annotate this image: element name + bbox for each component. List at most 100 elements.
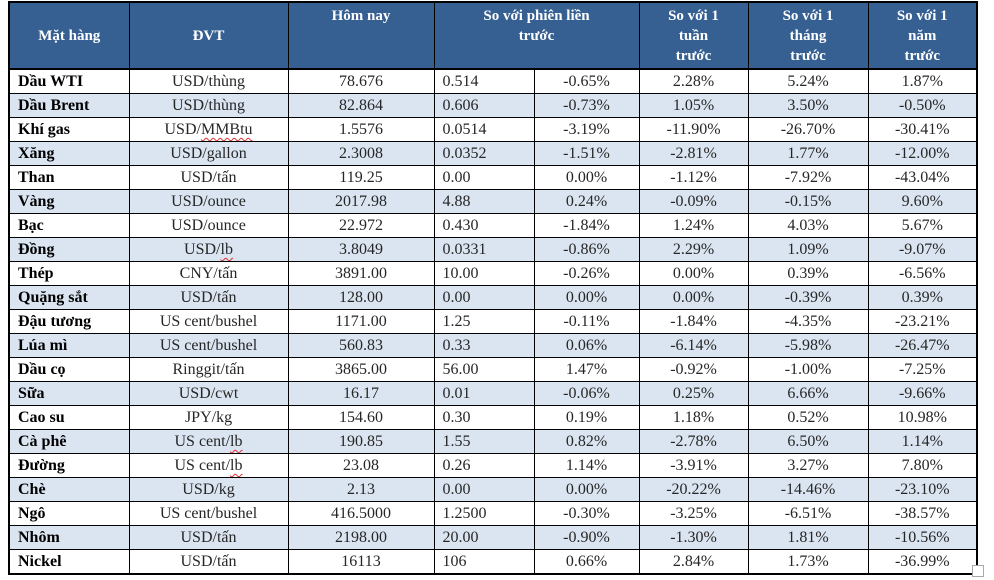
month-pct-value: -14.46% bbox=[747, 477, 869, 503]
today-value: 128.00 bbox=[287, 285, 435, 311]
today-value: 1171.00 bbox=[287, 309, 435, 335]
month-pct-value: 1.73% bbox=[747, 549, 869, 575]
month-pct-value: -4.35% bbox=[747, 309, 869, 335]
year-pct-value: -38.57% bbox=[867, 501, 978, 527]
table-row: Dầu WTI USD/thùng 78.676 0.514 -0.65% 2.28% 5.… bbox=[8, 68, 978, 95]
commodity-name: Nhôm bbox=[8, 525, 130, 551]
week-pct-value: -1.30% bbox=[638, 525, 749, 551]
week-pct-value: 2.28% bbox=[638, 68, 749, 95]
year-pct-value: -23.10% bbox=[867, 477, 978, 503]
table-row: Khí gas USD/MMBtu 1.5576 0.0514 -3.19% -11.90… bbox=[8, 117, 978, 143]
change-pct-value: 0.82% bbox=[533, 429, 640, 455]
week-pct-value: 1.24% bbox=[638, 213, 749, 239]
year-pct-value: -26.47% bbox=[867, 333, 978, 359]
table-row: Dầu cọ Ringgit/tấn 3865.00 56.00 1.47% -0.92%… bbox=[8, 357, 978, 383]
table-row: Bạc USD/ounce 22.972 0.430 -1.84% 1.24% 4.03% 5… bbox=[8, 213, 978, 239]
change-pct-value: 0.00% bbox=[533, 285, 640, 311]
unit-cell: USD/ounce bbox=[128, 213, 289, 239]
today-value: 3891.00 bbox=[287, 261, 435, 287]
today-value: 560.83 bbox=[287, 333, 435, 359]
month-pct-value: 6.50% bbox=[747, 429, 869, 455]
column-header-today: Hôm nay bbox=[287, 1, 435, 71]
today-value: 22.972 bbox=[287, 213, 435, 239]
change-abs-value: 0.30 bbox=[433, 405, 535, 431]
change-abs-value: 1.25 bbox=[433, 309, 535, 335]
table-row: Thép CNY/tấn 3891.00 10.00 -0.26% 0.00% 0.39% -… bbox=[8, 261, 978, 287]
unit-cell: USD/thùng bbox=[128, 68, 289, 95]
year-pct-value: 10.98% bbox=[867, 405, 978, 431]
year-pct-value: -9.66% bbox=[867, 381, 978, 407]
commodity-name: Xăng bbox=[8, 141, 130, 167]
commodity-name: Đậu tương bbox=[8, 309, 130, 335]
commodity-name: Cao su bbox=[8, 405, 130, 431]
change-pct-value: -1.84% bbox=[533, 213, 640, 239]
commodity-name: Ngô bbox=[8, 501, 130, 527]
column-header-unit: ĐVT bbox=[128, 1, 289, 71]
unit-cell: US cent/bushel bbox=[128, 309, 289, 335]
table-body: Dầu WTI USD/thùng 78.676 0.514 -0.65% 2.28% 5.… bbox=[8, 68, 978, 575]
change-pct-value: 0.00% bbox=[533, 477, 640, 503]
unit-cell: USD/cwt bbox=[128, 381, 289, 407]
year-pct-value: 0.39% bbox=[867, 285, 978, 311]
table-resize-handle[interactable] bbox=[972, 565, 984, 577]
header-row: Mặt hàng ĐVT Hôm nay So với phiên liền trướ… bbox=[8, 1, 978, 71]
table-row: Than USD/tấn 119.25 0.00 0.00% -1.12% -7.92% -4… bbox=[8, 165, 978, 191]
week-pct-value: 2.84% bbox=[638, 549, 749, 575]
year-pct-value: 9.60% bbox=[867, 189, 978, 215]
commodity-name: Dầu cọ bbox=[8, 357, 130, 383]
month-pct-value: 3.50% bbox=[747, 93, 869, 119]
column-header-year: So với 1 năm trước bbox=[867, 1, 978, 71]
unit-cell: JPY/kg bbox=[128, 405, 289, 431]
week-pct-value: -2.78% bbox=[638, 429, 749, 455]
week-pct-value: 0.00% bbox=[638, 261, 749, 287]
change-pct-value: 0.19% bbox=[533, 405, 640, 431]
change-pct-value: -0.06% bbox=[533, 381, 640, 407]
today-value: 16113 bbox=[287, 549, 435, 575]
week-pct-value: 1.05% bbox=[638, 93, 749, 119]
unit-cell: US cent/lb bbox=[128, 429, 289, 455]
column-header-change: So với phiên liền trước bbox=[433, 1, 640, 71]
table-row: Xăng USD/gallon 2.3008 0.0352 -1.51% -2.81% 1.… bbox=[8, 141, 978, 167]
misspelled-text: lb bbox=[230, 456, 243, 474]
change-abs-value: 0.33 bbox=[433, 333, 535, 359]
today-value: 2.3008 bbox=[287, 141, 435, 167]
today-value: 3.8049 bbox=[287, 237, 435, 263]
commodity-name: Dầu Brent bbox=[8, 93, 130, 119]
table-row: Nickel USD/tấn 16113 106 0.66% 2.84% 1.73% -36.… bbox=[8, 549, 978, 575]
unit-cell: USD/tấn bbox=[128, 525, 289, 551]
change-abs-value: 106 bbox=[433, 549, 535, 575]
week-pct-value: -3.25% bbox=[638, 501, 749, 527]
year-pct-value: -6.56% bbox=[867, 261, 978, 287]
unit-cell: USD/gallon bbox=[128, 141, 289, 167]
commodity-name: Dầu WTI bbox=[8, 68, 130, 95]
misspelled-text: MMBtu bbox=[200, 120, 253, 138]
table-row: Nhôm USD/tấn 2198.00 20.00 -0.90% -1.30% 1.81%… bbox=[8, 525, 978, 551]
today-value: 82.864 bbox=[287, 93, 435, 119]
year-pct-value: -9.07% bbox=[867, 237, 978, 263]
change-abs-value: 0.514 bbox=[433, 68, 535, 95]
change-pct-value: 1.14% bbox=[533, 453, 640, 479]
change-abs-value: 0.0514 bbox=[433, 117, 535, 143]
change-pct-value: 0.06% bbox=[533, 333, 640, 359]
change-abs-value: 20.00 bbox=[433, 525, 535, 551]
week-pct-value: 2.29% bbox=[638, 237, 749, 263]
table-row: Dầu Brent USD/thùng 82.864 0.606 -0.73% 1.05%… bbox=[8, 93, 978, 119]
week-pct-value: -20.22% bbox=[638, 477, 749, 503]
table-row: Lúa mì US cent/bushel 560.83 0.33 0.06% -6.14… bbox=[8, 333, 978, 359]
table-row: Đường US cent/lb 23.08 0.26 1.14% -3.91% 3.27%… bbox=[8, 453, 978, 479]
month-pct-value: 3.27% bbox=[747, 453, 869, 479]
year-pct-value: -30.41% bbox=[867, 117, 978, 143]
today-value: 154.60 bbox=[287, 405, 435, 431]
today-value: 416.5000 bbox=[287, 501, 435, 527]
unit-cell: USD/tấn bbox=[128, 285, 289, 311]
misspelled-text: lb bbox=[230, 432, 243, 450]
column-header-week: So với 1 tuần trước bbox=[638, 1, 749, 71]
month-pct-value: 1.77% bbox=[747, 141, 869, 167]
year-pct-value: 5.67% bbox=[867, 213, 978, 239]
change-abs-value: 0.00 bbox=[433, 285, 535, 311]
week-pct-value: -11.90% bbox=[638, 117, 749, 143]
unit-cell: USD/tấn bbox=[128, 549, 289, 575]
table-row: Cao su JPY/kg 154.60 0.30 0.19% 1.18% 0.52% 10.… bbox=[8, 405, 978, 431]
change-pct-value: -0.65% bbox=[533, 68, 640, 95]
unit-cell: US cent/bushel bbox=[128, 501, 289, 527]
